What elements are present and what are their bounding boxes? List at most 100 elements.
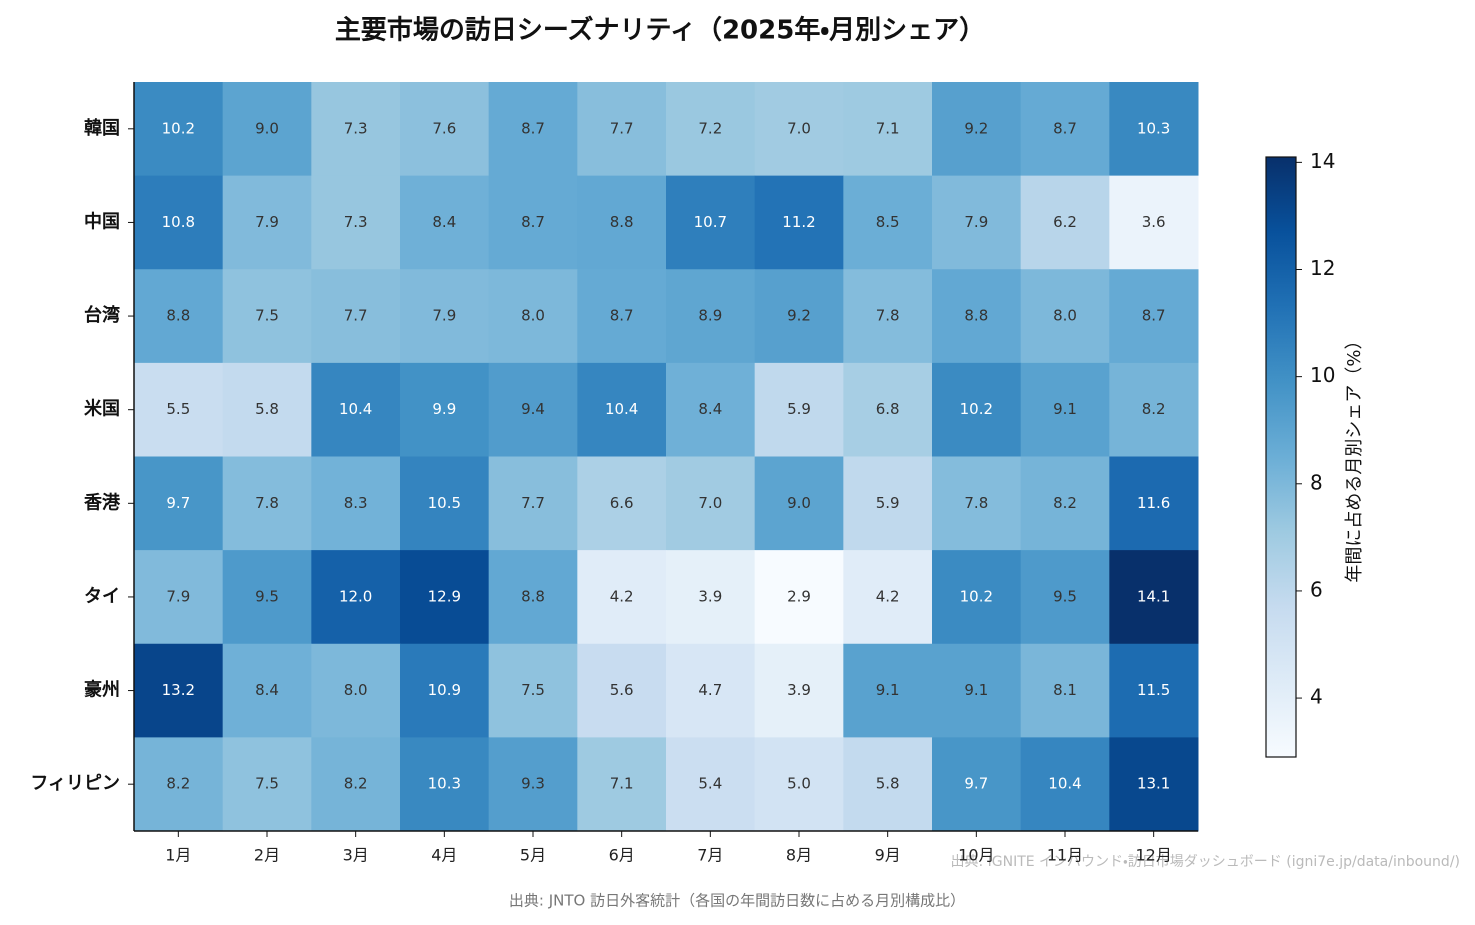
heat-cell [311, 362, 401, 457]
heat-cell [577, 456, 667, 551]
y-tick-label: 韓国 [84, 117, 120, 139]
cell-label: 3.6 [1142, 213, 1166, 231]
cell-label: 5.9 [787, 400, 811, 418]
x-tick-label: 5月 [520, 846, 546, 865]
y-tick-label: フィリピン [30, 773, 120, 794]
heat-cell [311, 82, 401, 177]
cell-label: 5.0 [787, 775, 811, 793]
heat-cell [754, 737, 844, 832]
heat-cell [222, 269, 312, 364]
cell-label: 9.0 [255, 119, 279, 137]
heat-cell [577, 362, 667, 457]
heat-cell [754, 175, 844, 270]
cell-label: 13.2 [162, 681, 195, 699]
cell-label: 7.6 [432, 119, 456, 137]
x-tick-label: 11月 [1047, 846, 1083, 865]
cell-label: 10.2 [960, 400, 993, 418]
colorbar-label: 年間に占める月別シェア（%） [1344, 331, 1365, 582]
heat-cell [222, 456, 312, 551]
cell-label: 8.7 [1053, 119, 1077, 137]
heat-cell [754, 269, 844, 364]
heat-cell [134, 456, 224, 551]
heat-cell [932, 550, 1022, 645]
cell-label: 9.9 [432, 400, 456, 418]
heat-cell [222, 737, 312, 832]
cell-label: 7.9 [964, 213, 988, 231]
cell-label: 8.8 [521, 587, 545, 605]
heat-cell [577, 269, 667, 364]
cell-label: 9.7 [964, 775, 988, 793]
colorbar [1265, 156, 1297, 758]
heat-cell [311, 175, 401, 270]
cell-label: 10.2 [960, 587, 993, 605]
cell-label: 9.1 [1053, 400, 1077, 418]
heat-cell [577, 175, 667, 270]
heat-cell [311, 550, 401, 645]
cell-label: 8.1 [1053, 681, 1077, 699]
cell-label: 4.2 [876, 587, 900, 605]
chart-title: 主要市場の訪日シーズナリティ（2025年・月別シェア） [335, 15, 985, 46]
heat-cell [311, 643, 401, 738]
x-tick-label: 9月 [875, 846, 901, 865]
cell-label: 3.9 [787, 681, 811, 699]
colorbar-tick-label: 6 [1310, 577, 1323, 601]
heat-cell [843, 456, 933, 551]
heat-cell [1109, 362, 1199, 457]
heat-cell [400, 82, 490, 177]
heat-cell [222, 362, 312, 457]
heat-cell [932, 643, 1022, 738]
cell-label: 7.1 [876, 119, 900, 137]
cell-label: 6.8 [876, 400, 900, 418]
cell-label: 7.7 [521, 494, 545, 512]
cell-label: 8.7 [1142, 307, 1166, 325]
cell-label: 8.2 [166, 775, 190, 793]
heat-cell [311, 737, 401, 832]
cell-label: 8.7 [521, 213, 545, 231]
heat-cell [1109, 643, 1199, 738]
cell-label: 5.5 [166, 400, 190, 418]
heat-cell [666, 456, 756, 551]
heat-cell [577, 550, 667, 645]
heat-cell [1020, 269, 1110, 364]
heat-cell [843, 643, 933, 738]
cell-label: 9.0 [787, 494, 811, 512]
heat-cell [222, 175, 312, 270]
cell-label: 10.5 [428, 494, 461, 512]
y-tick-label: 香港 [83, 492, 121, 513]
cell-label: 7.3 [344, 119, 368, 137]
cell-label: 5.9 [876, 494, 900, 512]
cell-label: 13.1 [1137, 775, 1170, 793]
cell-label: 14.1 [1137, 587, 1170, 605]
heat-cell [488, 737, 578, 832]
heat-cell [311, 456, 401, 551]
cell-label: 8.7 [610, 307, 634, 325]
cell-label: 7.8 [255, 494, 279, 512]
cell-label: 5.4 [698, 775, 722, 793]
cell-label: 11.6 [1137, 494, 1170, 512]
cell-label: 8.8 [166, 307, 190, 325]
cell-label: 8.4 [698, 400, 722, 418]
heat-cell [488, 550, 578, 645]
heat-cell [932, 737, 1022, 832]
cell-label: 9.5 [255, 587, 279, 605]
y-tick-label: 豪州 [84, 679, 120, 701]
heat-cell [134, 175, 224, 270]
cell-label: 10.4 [339, 400, 372, 418]
y-tick-label: タイ [84, 586, 120, 607]
heat-cell [488, 643, 578, 738]
colorbar-tick-label: 4 [1310, 685, 1323, 709]
colorbar-tick-label: 8 [1310, 470, 1323, 494]
heat-cell [400, 175, 490, 270]
heat-cell [754, 362, 844, 457]
cell-label: 2.9 [787, 587, 811, 605]
heat-cell [400, 456, 490, 551]
colorbar-tick-label: 12 [1310, 256, 1335, 280]
heat-cell [400, 269, 490, 364]
heat-cell [1020, 550, 1110, 645]
heat-cell [754, 643, 844, 738]
cell-label: 9.4 [521, 400, 545, 418]
heat-cell [400, 362, 490, 457]
heat-cell [932, 175, 1022, 270]
heat-cell [666, 550, 756, 645]
heat-cell [666, 175, 756, 270]
